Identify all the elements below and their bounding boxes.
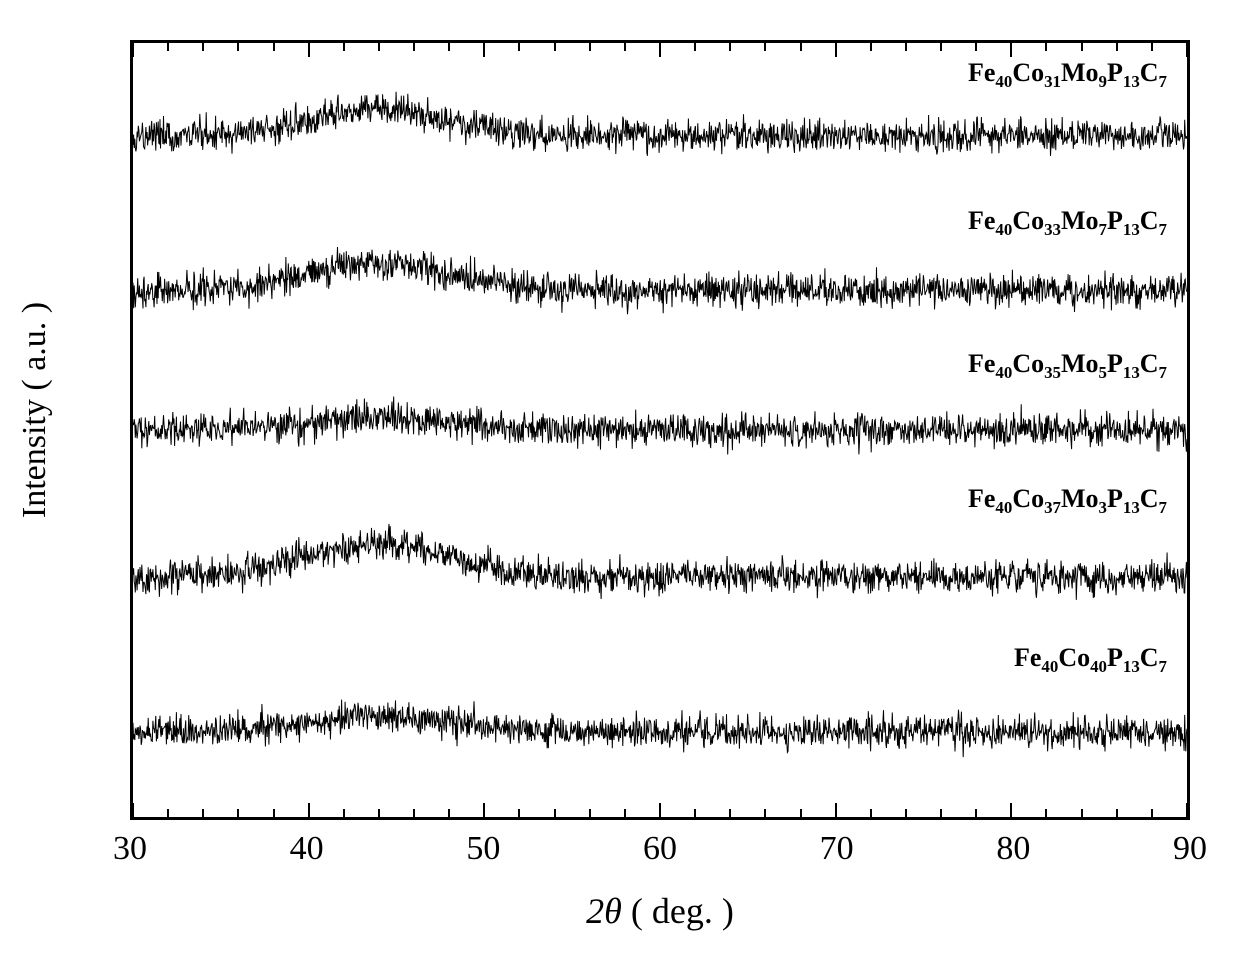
x-tick-minor [378, 809, 380, 817]
y-axis-label: Intensity ( a.u. ) [0, 0, 70, 820]
x-tick-major [308, 43, 310, 57]
x-tick-minor [413, 809, 415, 817]
x-tick-minor [448, 43, 450, 51]
x-axis-label: 2θ ( deg. ) [130, 890, 1190, 932]
x-tick-minor [940, 43, 942, 51]
x-tick-label: 40 [290, 830, 324, 868]
x-tick-minor [1081, 43, 1083, 51]
series-label: Fe40Co35Mo5P13C7 [968, 349, 1167, 383]
x-tick-minor [729, 43, 731, 51]
xrd-trace [133, 397, 1187, 455]
x-tick-minor [975, 43, 977, 51]
x-tick-minor [343, 43, 345, 51]
x-tick-minor [343, 809, 345, 817]
x-tick-major [659, 43, 661, 57]
x-tick-minor [1116, 43, 1118, 51]
x-tick-minor [1081, 809, 1083, 817]
x-tick-minor [764, 809, 766, 817]
x-tick-minor [237, 809, 239, 817]
x-tick-label: 30 [113, 830, 147, 868]
x-tick-major [835, 43, 837, 57]
x-tick-minor [202, 43, 204, 51]
x-tick-major [835, 803, 837, 817]
xrd-chart: Intensity ( a.u. ) Fe40Co31Mo9P13C7Fe40C… [0, 0, 1240, 962]
x-tick-label: 70 [820, 830, 854, 868]
x-tick-minor [624, 43, 626, 51]
x-tick-minor [273, 809, 275, 817]
series-label: Fe40Co37Mo3P13C7 [968, 484, 1167, 518]
x-tick-minor [202, 809, 204, 817]
xrd-trace [133, 247, 1187, 314]
x-tick-minor [1045, 43, 1047, 51]
x-tick-minor [800, 43, 802, 51]
x-tick-label: 50 [466, 830, 500, 868]
xrd-trace [133, 92, 1187, 156]
x-tick-major [483, 43, 485, 57]
x-tick-major [1186, 43, 1188, 57]
x-tick-minor [870, 809, 872, 817]
x-tick-minor [694, 43, 696, 51]
xrd-trace [133, 524, 1187, 600]
x-tick-major [308, 803, 310, 817]
x-tick-minor [167, 43, 169, 51]
x-tick-minor [1151, 809, 1153, 817]
x-tick-minor [554, 43, 556, 51]
x-tick-minor [1116, 809, 1118, 817]
x-tick-major [1010, 43, 1012, 57]
x-tick-label: 60 [643, 830, 677, 868]
series-label: Fe40Co31Mo9P13C7 [968, 58, 1167, 92]
x-tick-major [1186, 803, 1188, 817]
x-tick-minor [975, 809, 977, 817]
x-tick-minor [378, 43, 380, 51]
plot-svg [133, 43, 1187, 817]
xrd-trace [133, 700, 1187, 758]
x-tick-major [132, 43, 134, 57]
x-tick-minor [1151, 43, 1153, 51]
x-tick-minor [800, 809, 802, 817]
x-tick-minor [729, 809, 731, 817]
x-tick-minor [940, 809, 942, 817]
x-tick-minor [167, 809, 169, 817]
x-tick-minor [554, 809, 556, 817]
x-tick-minor [905, 809, 907, 817]
x-tick-minor [518, 43, 520, 51]
x-tick-minor [273, 43, 275, 51]
x-tick-minor [448, 809, 450, 817]
x-tick-minor [694, 809, 696, 817]
x-tick-minor [518, 809, 520, 817]
x-tick-minor [589, 43, 591, 51]
x-tick-minor [1045, 809, 1047, 817]
y-axis-label-text: Intensity ( a.u. ) [16, 302, 54, 518]
x-tick-minor [905, 43, 907, 51]
x-tick-minor [764, 43, 766, 51]
series-label: Fe40Co40P13C7 [1014, 643, 1167, 677]
x-tick-minor [413, 43, 415, 51]
x-tick-minor [870, 43, 872, 51]
x-tick-major [132, 803, 134, 817]
x-tick-label: 80 [996, 830, 1030, 868]
x-tick-minor [589, 809, 591, 817]
x-tick-minor [624, 809, 626, 817]
series-label: Fe40Co33Mo7P13C7 [968, 206, 1167, 240]
plot-area: Fe40Co31Mo9P13C7 Fe40Co33Mo7P13C7 Fe40Co35… [130, 40, 1190, 820]
x-tick-major [659, 803, 661, 817]
x-tick-label: 90 [1173, 830, 1207, 868]
x-tick-major [1010, 803, 1012, 817]
x-tick-major [483, 803, 485, 817]
x-tick-minor [237, 43, 239, 51]
